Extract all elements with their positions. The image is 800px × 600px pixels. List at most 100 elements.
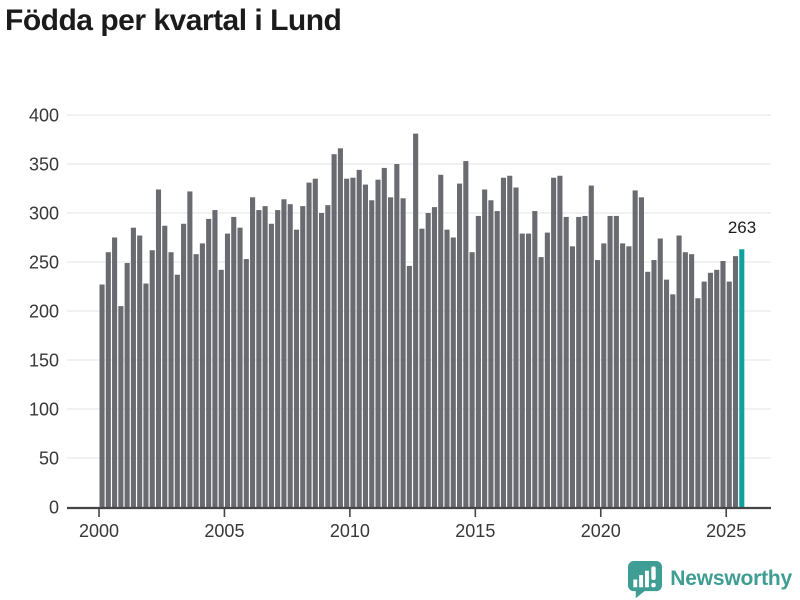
bar: [137, 235, 143, 508]
bar: [300, 206, 306, 507]
bar-series: [99, 133, 745, 508]
bar: [557, 175, 563, 507]
last-value-annotation: 263: [728, 218, 756, 237]
bar: [199, 243, 205, 507]
bar: [594, 260, 601, 507]
bar: [218, 269, 224, 507]
bar: [732, 256, 739, 507]
bar: [475, 215, 481, 507]
x-tick-label: 2005: [204, 521, 244, 541]
bar: [243, 259, 249, 507]
y-tick-label: 100: [29, 400, 59, 420]
axes: [67, 506, 771, 517]
bar: [526, 233, 532, 507]
x-tick-label: 2015: [455, 521, 495, 541]
x-tick-label: 2020: [581, 521, 621, 541]
bar: [551, 177, 557, 507]
bar: [287, 204, 293, 507]
bar: [124, 262, 130, 507]
bar: [720, 261, 726, 507]
bar: [224, 233, 231, 507]
y-tick-label: 400: [29, 106, 59, 126]
bar: [212, 210, 218, 507]
bar: [651, 260, 657, 507]
bar: [250, 197, 256, 507]
bar: [413, 133, 419, 507]
logo-bar-small: [633, 579, 638, 587]
bar: [588, 185, 594, 507]
bar: [457, 183, 463, 507]
bar: [701, 281, 707, 507]
y-tick-label: 150: [29, 351, 59, 371]
bar: [362, 184, 369, 507]
bar: [431, 207, 438, 507]
y-tick-label: 350: [29, 155, 59, 175]
bar: [425, 213, 431, 507]
bar: [513, 187, 519, 507]
bar: [306, 182, 312, 507]
bar: [419, 228, 425, 507]
y-tick-label: 200: [29, 302, 59, 322]
bar: [118, 306, 124, 507]
bar: [325, 205, 331, 507]
bar: [689, 254, 695, 507]
bar: [670, 294, 676, 507]
logo-bar-tall: [645, 570, 650, 587]
bar: [344, 178, 350, 507]
bar: [507, 175, 513, 507]
newsworthy-logo: Newsworthy: [627, 560, 792, 598]
bar: [356, 169, 362, 507]
y-tick-label: 50: [39, 449, 59, 469]
bar: [620, 243, 626, 507]
bar: [268, 223, 274, 507]
bar: [638, 197, 644, 507]
bar: [406, 265, 412, 507]
bar: [682, 252, 688, 507]
bar: [181, 223, 187, 507]
bar: [381, 167, 387, 508]
bar: [463, 161, 469, 507]
newsworthy-wordmark: Newsworthy: [670, 567, 792, 590]
bar: [275, 210, 281, 507]
bar: [312, 178, 318, 507]
bar: [444, 229, 450, 507]
bar: [193, 254, 199, 507]
bar: [500, 177, 507, 507]
bar: [149, 250, 155, 508]
bar: [262, 206, 268, 507]
x-tick-label: 2010: [330, 521, 370, 541]
bar: [601, 243, 607, 507]
y-tick-label: 300: [29, 204, 59, 224]
bar: [532, 211, 538, 508]
highlighted-bar: [739, 249, 745, 507]
bar: [162, 225, 168, 508]
bar: [155, 189, 162, 508]
logo-bar-medium: [639, 574, 644, 587]
bar: [707, 272, 713, 507]
bar: [488, 200, 494, 507]
bar: [482, 189, 488, 508]
bar: [676, 235, 682, 508]
bar: [388, 197, 394, 507]
bar: [143, 283, 149, 507]
bar: [293, 229, 300, 507]
bar: [174, 274, 180, 507]
bar: [613, 215, 619, 507]
bar: [450, 237, 456, 507]
bar: [576, 216, 582, 508]
bar: [331, 154, 337, 507]
bar: [350, 177, 356, 507]
bar: [438, 174, 444, 507]
bar: [726, 281, 732, 507]
bar: [400, 198, 406, 508]
newsworthy-icon: [628, 560, 663, 598]
bar: [544, 232, 550, 507]
page-title: Födda per kvartal i Lund: [5, 4, 342, 37]
logo-exclamation-stem: [651, 565, 656, 580]
bar: [375, 179, 381, 507]
bar: [607, 215, 613, 507]
bar: [538, 257, 544, 507]
bar: [563, 216, 569, 508]
